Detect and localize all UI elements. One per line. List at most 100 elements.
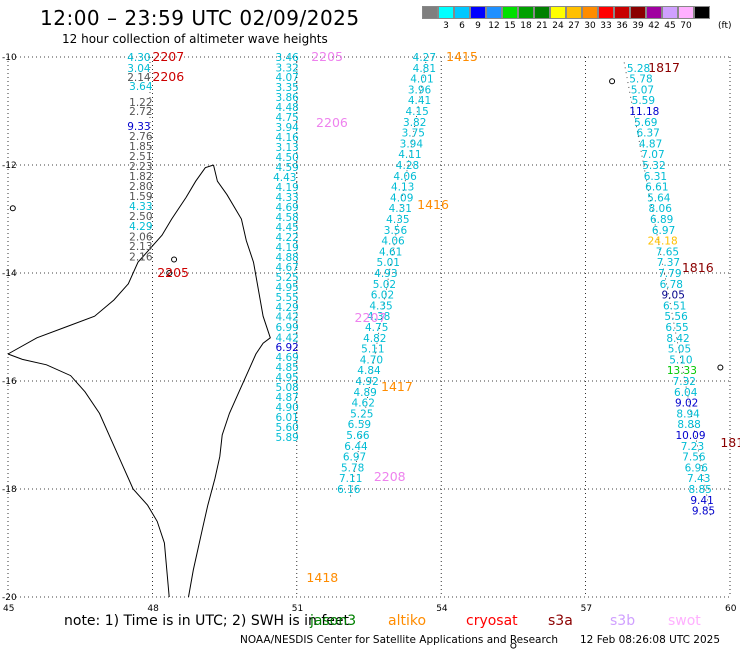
wave-height-value: 5.66	[346, 430, 370, 442]
island-outline	[510, 642, 517, 649]
wave-height-value: 4.84	[357, 365, 381, 377]
wave-height-value: 5.89	[275, 432, 298, 444]
scale-label: 36	[616, 21, 628, 31]
legend-item-jason3: jason3	[310, 613, 357, 629]
lat-tick-label: -10	[2, 53, 17, 63]
wave-height-value: 3.94	[400, 138, 424, 150]
scale-swatch	[566, 6, 582, 19]
scale-swatch	[662, 6, 678, 19]
wave-height-value: 4.01	[410, 74, 433, 86]
lon-tick-label: 51	[292, 604, 303, 614]
wave-height-value: 2.13	[129, 241, 152, 253]
wave-height-value: 4.87	[275, 392, 298, 404]
wave-height-value: 8.85	[688, 484, 711, 496]
color-scale-labels: 3 6 9 12 15 18 21 24 27 30 33 36 39 42 45 70	[422, 21, 694, 31]
scale-label: 9	[475, 21, 481, 31]
wave-height-value: 9.33	[127, 121, 150, 133]
scale-swatch	[646, 6, 662, 19]
wave-height-value: 1.22	[129, 97, 152, 109]
legend-item-altiko: altiko	[388, 613, 427, 629]
pass-time-label: 2208	[374, 469, 406, 484]
wave-height-value: 4.89	[353, 387, 376, 399]
wave-height-value: 4.69	[275, 352, 298, 364]
page-subtitle: 12 hour collection of altimeter wave hei…	[62, 32, 328, 46]
wave-height-value: 6.97	[652, 225, 675, 237]
lat-tick-label: -18	[2, 485, 17, 495]
scale-label: 24	[552, 21, 564, 31]
scale-label: 70	[680, 21, 692, 31]
wave-height-value: 4.16	[275, 132, 299, 144]
legend-item-cryosat: cryosat	[466, 613, 518, 629]
lon-tick-label: 45	[3, 604, 14, 614]
pass-time-label: 1817	[648, 60, 680, 75]
lon-tick-label: 54	[436, 604, 448, 614]
pass-time-label: 1815	[720, 435, 740, 450]
wave-height-value: 6.01	[275, 412, 298, 424]
scale-swatch	[534, 6, 550, 19]
wave-height-value: 2.23	[129, 161, 152, 173]
footer-timestamp: 12 Feb 08:26:08 UTC 2025	[580, 634, 720, 646]
wave-height-value: 4.19	[275, 182, 298, 194]
wave-height-value: 4.95	[275, 372, 298, 384]
wave-height-value: 6.89	[650, 214, 673, 226]
wave-height-value: 4.85	[275, 362, 298, 374]
wave-height-value: 4.42	[275, 332, 298, 344]
wave-height-value: 4.27	[413, 52, 436, 64]
wave-height-value: 8.94	[676, 408, 700, 420]
wave-height-value: 4.29	[129, 221, 152, 233]
wave-height-value: 6.04	[674, 387, 698, 399]
wave-height-value: 4.38	[367, 311, 390, 323]
wave-height-value: 5.25	[275, 272, 298, 284]
wave-height-value: 1.82	[129, 171, 152, 183]
scale-swatch	[438, 6, 454, 19]
wave-height-value: 5.02	[373, 279, 396, 291]
scale-swatch	[470, 6, 486, 19]
scale-swatch	[422, 6, 438, 19]
pass-time-label: 1418	[306, 570, 338, 585]
wave-height-value: 3.13	[275, 142, 298, 154]
wave-height-value: 4.11	[398, 149, 421, 161]
wave-height-value: 4.58	[275, 212, 298, 224]
scale-label: 39	[632, 21, 644, 31]
wave-height-value: 5.60	[275, 422, 298, 434]
wave-height-value: 2.14	[127, 72, 151, 84]
wave-height-value: 4.07	[275, 72, 298, 84]
scale-unit: (ft)	[718, 21, 732, 31]
wave-height-value: 8.06	[649, 203, 673, 215]
madagascar-north-coast	[7, 164, 214, 355]
wave-height-value: 2.80	[129, 181, 152, 193]
scale-swatch	[486, 6, 502, 19]
wave-height-value: 6.37	[636, 128, 659, 140]
wave-height-value: 3.64	[129, 81, 153, 93]
wave-height-value: 4.35	[369, 300, 392, 312]
wave-height-value: 6.97	[343, 452, 366, 464]
footer-credit: NOAA/NESDIS Center for Satellite Applica…	[240, 634, 558, 646]
page-title: 12:00 – 23:59 UTC 02/09/2025	[40, 6, 360, 30]
wave-height-value: 9.41	[690, 495, 713, 507]
wave-height-value: 5.69	[634, 117, 657, 129]
scale-label: 30	[584, 21, 596, 31]
scale-swatch	[454, 6, 470, 19]
lon-tick-label: 57	[581, 604, 592, 614]
island-outline	[609, 78, 616, 85]
wave-height-value: 5.59	[632, 95, 655, 107]
wave-height-value: 3.32	[275, 62, 298, 74]
wave-height-value: 6.61	[645, 182, 668, 194]
scale-swatch	[614, 6, 630, 19]
scale-swatch	[550, 6, 566, 19]
wave-height-value: 4.22	[275, 232, 298, 244]
lon-tick-label: 48	[147, 604, 159, 614]
wave-height-value: 5.56	[664, 311, 688, 323]
wave-height-value: 4.95	[275, 282, 298, 294]
wave-height-value: 6.55	[665, 322, 688, 334]
pass-time-label: 2207	[152, 49, 184, 64]
wave-height-value: 7.79	[658, 268, 681, 280]
wave-height-value: 5.78	[629, 74, 652, 86]
wave-height-value: 4.09	[390, 192, 413, 204]
scale-swatch	[502, 6, 518, 19]
wave-height-value: 6.96	[685, 462, 709, 474]
wave-height-value: 4.13	[391, 182, 414, 194]
scale-label: 12	[488, 21, 500, 31]
wave-height-value: 4.19	[275, 242, 298, 254]
